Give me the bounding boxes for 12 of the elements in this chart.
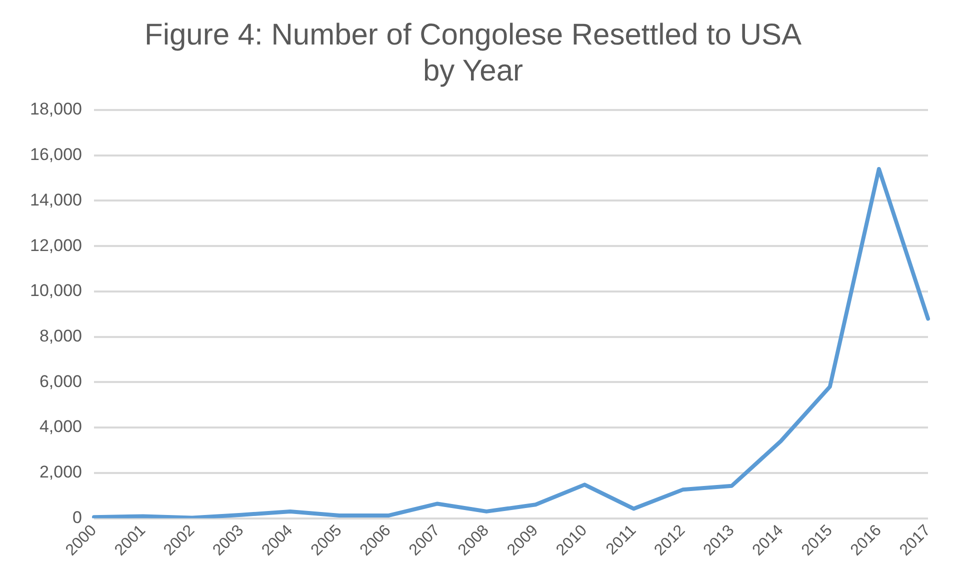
y-tick-label: 18,000 <box>30 100 82 119</box>
y-tick-label: 0 <box>72 508 82 527</box>
y-tick-label: 8,000 <box>39 326 82 346</box>
y-tick-label: 4,000 <box>39 417 82 436</box>
y-tick-label: 16,000 <box>30 145 82 164</box>
y-tick-label: 10,000 <box>30 281 82 300</box>
text: by Year <box>422 54 524 88</box>
y-tick-label: 12,000 <box>30 236 82 255</box>
y-tick-label: 14,000 <box>30 190 82 210</box>
text: Figure 4: Number of Congolese Resettled to USA <box>144 18 802 52</box>
y-tick-label: 6,000 <box>39 372 82 391</box>
y-tick-label: 2,000 <box>39 462 82 482</box>
